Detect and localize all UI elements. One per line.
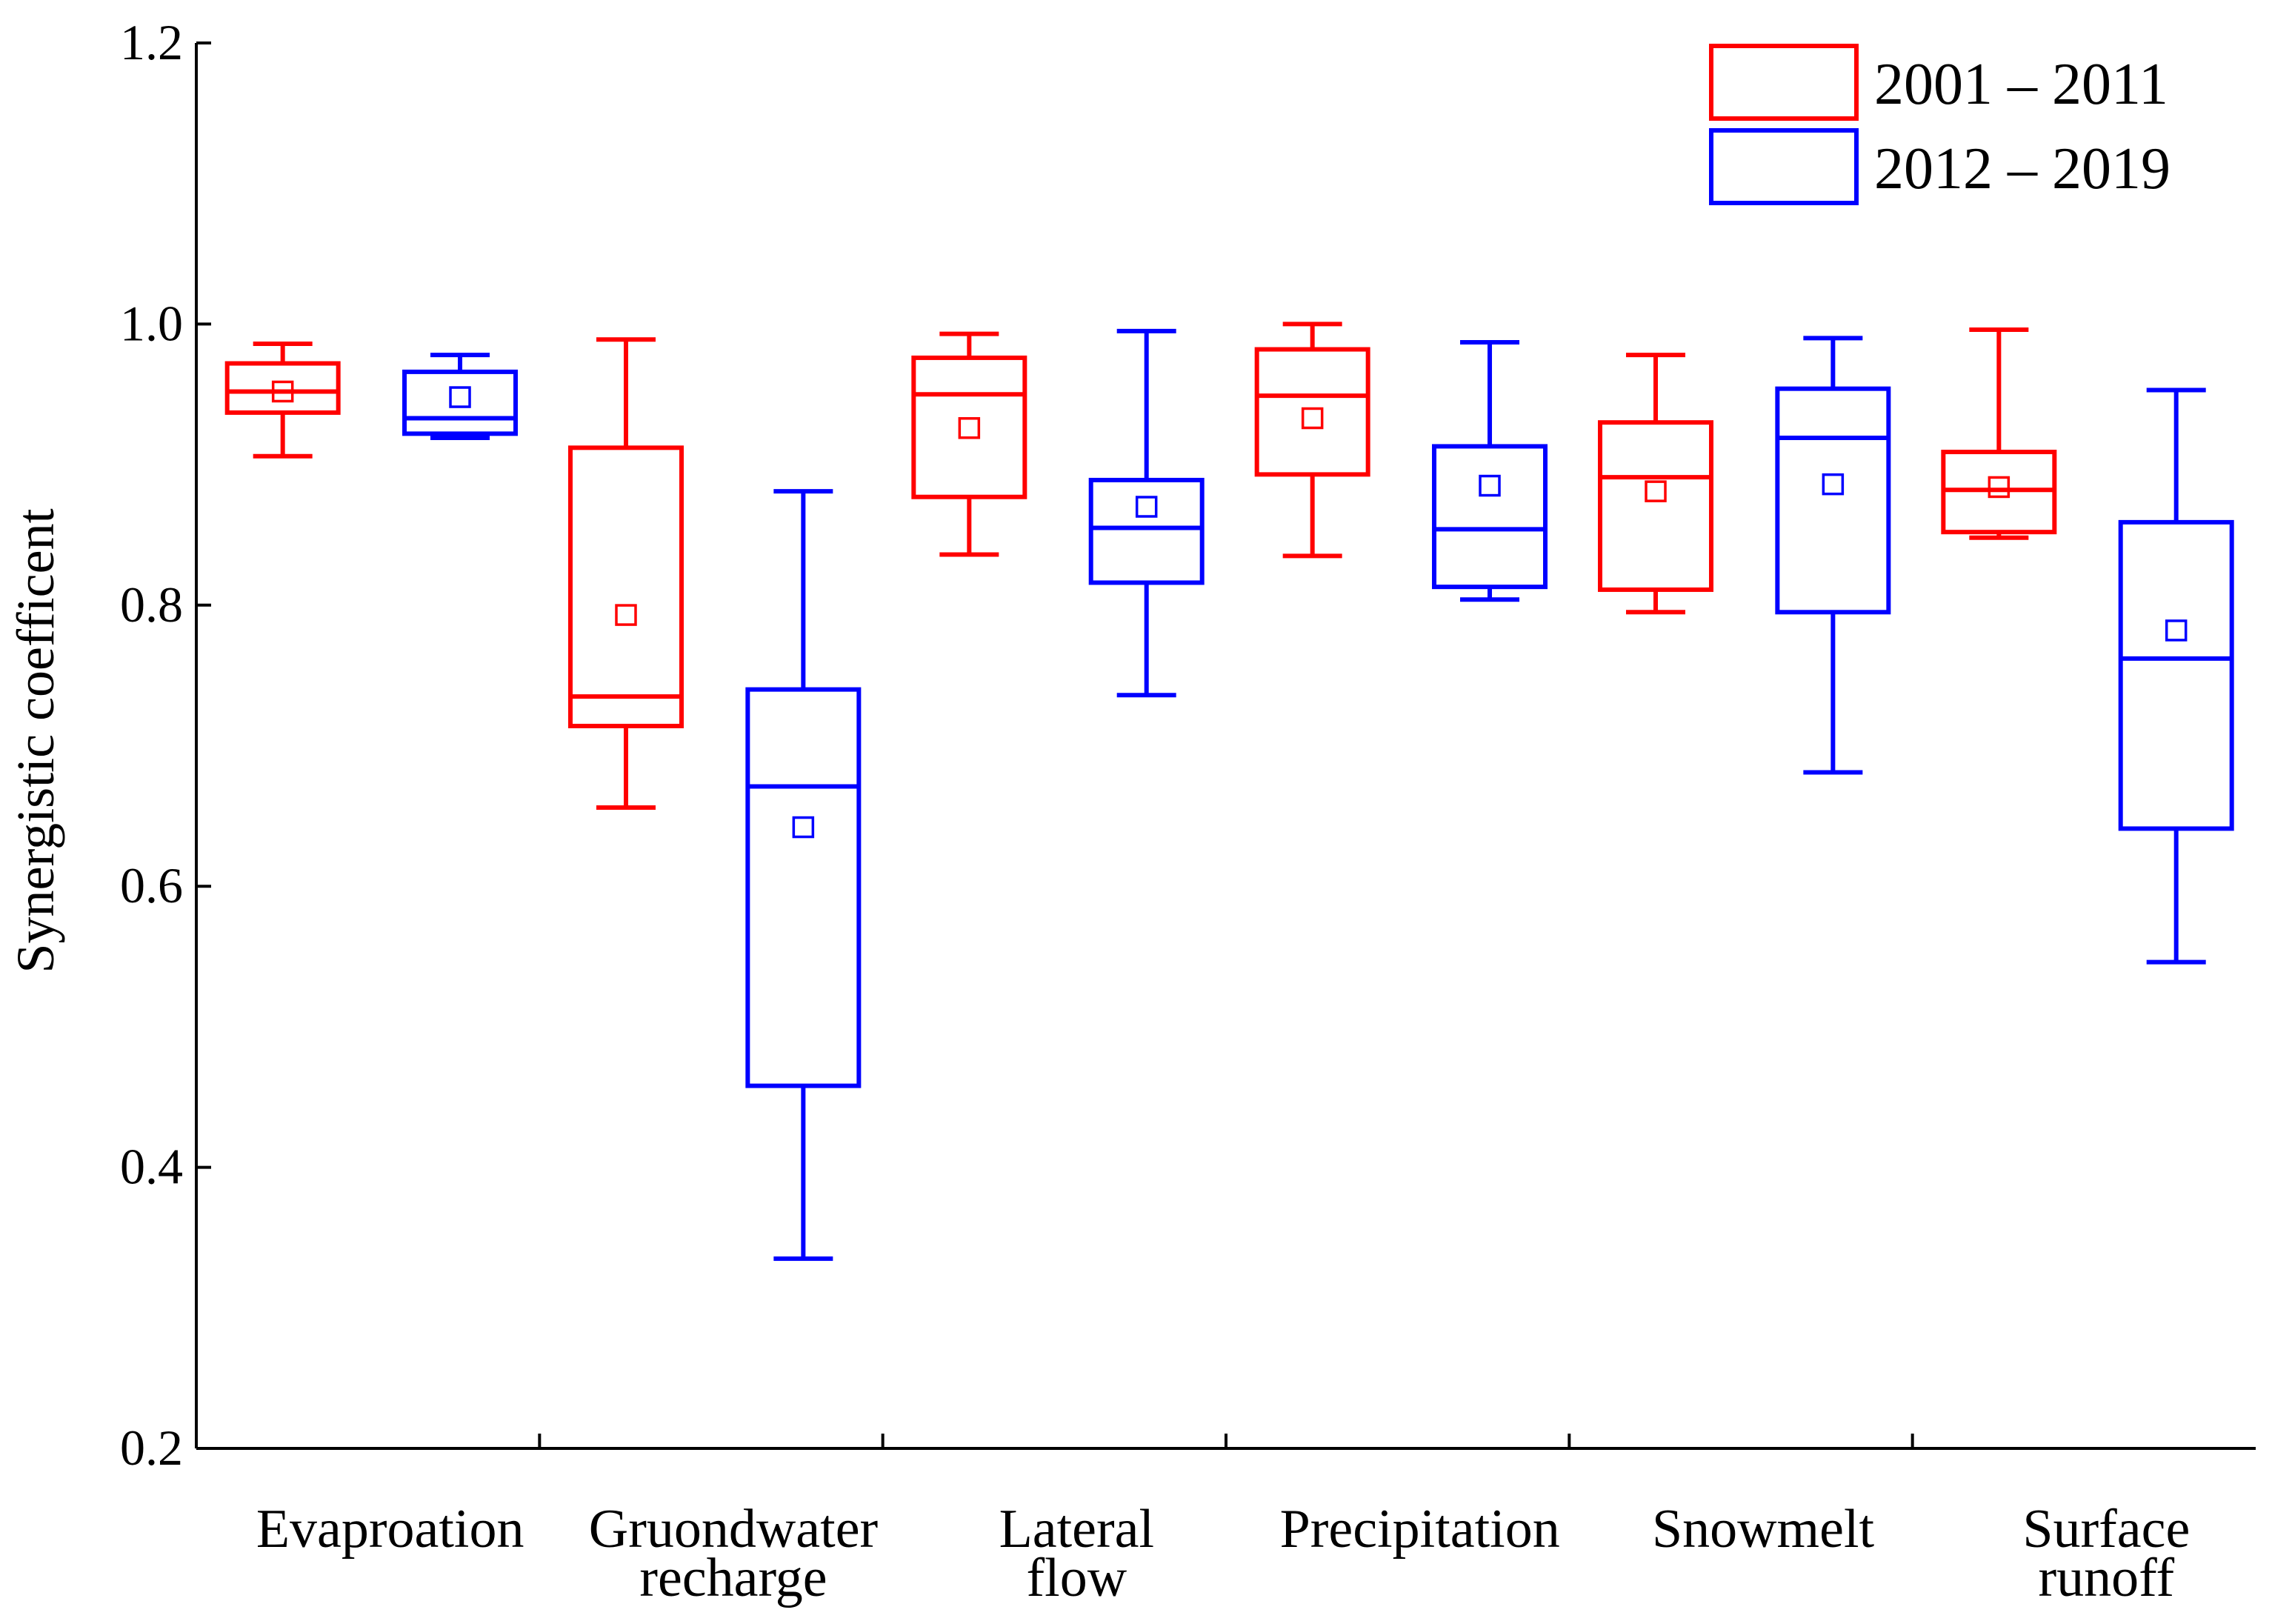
mean-marker <box>449 386 471 408</box>
y-tick-label: 1.2 <box>120 14 183 70</box>
x-category-label: flow <box>1027 1548 1127 1608</box>
mean-marker <box>2165 619 2188 642</box>
box-iqr <box>1775 386 1891 615</box>
box-group <box>1775 336 1891 775</box>
box-iqr <box>745 687 862 1088</box>
box-group <box>911 331 1027 557</box>
box-iqr <box>568 445 684 728</box>
box-iqr <box>1254 347 1370 477</box>
x-category-label: Precipitation <box>1280 1499 1560 1560</box>
mean-marker <box>1822 473 1845 496</box>
box-series <box>224 322 2234 1261</box>
box-iqr <box>1088 477 1205 585</box>
y-tick-label: 0.2 <box>120 1420 183 1476</box>
box-group <box>1088 328 1205 698</box>
mean-marker <box>615 604 637 626</box>
box-iqr <box>224 361 341 415</box>
box-group <box>1254 322 1370 559</box>
mean-marker <box>1988 476 2011 499</box>
box-group <box>1941 327 2057 540</box>
legend-swatch <box>1709 44 1859 121</box>
y-axis-label: Synergistic coefficent <box>6 508 65 973</box>
y-ticks: 0.2 0.4 0.6 0.8 1.0 1.2 <box>120 14 211 1476</box>
legend-label: 2012 – 2019 <box>1874 136 2171 202</box>
mean-marker <box>1301 407 1324 430</box>
y-tick-label: 0.6 <box>120 857 183 914</box>
mean-marker <box>271 380 294 403</box>
x-category-label: Lateral <box>999 1499 1155 1560</box>
legend-swatch <box>1709 128 1859 205</box>
y-tick-label: 1.0 <box>120 295 183 351</box>
box-iqr <box>911 355 1027 499</box>
legend: 2001 – 2011 2012 – 2019 <box>1709 44 2171 205</box>
box-iqr <box>2118 519 2234 831</box>
box-group <box>2118 387 2234 965</box>
mean-marker <box>958 417 981 439</box>
x-category-label: Gruondwater <box>589 1499 878 1560</box>
box-group <box>1598 353 1714 615</box>
mean-marker <box>1135 496 1158 518</box>
y-tick-label: 0.8 <box>120 576 183 633</box>
box-iqr <box>1432 444 1548 590</box>
x-category-label: recharge <box>639 1548 827 1608</box>
mean-marker <box>1479 474 1501 497</box>
x-category-label: runoff <box>2039 1548 2175 1608</box>
box-iqr <box>402 369 519 436</box>
box-group <box>745 489 862 1261</box>
x-category-label: Snowmelt <box>1652 1499 1875 1560</box>
box-group <box>568 337 684 810</box>
box-group <box>224 341 341 459</box>
x-category-label: Surface <box>2022 1499 2190 1560</box>
box-group <box>1432 340 1548 602</box>
legend-label: 2001 – 2011 <box>1874 52 2168 117</box>
axes <box>195 43 2256 1450</box>
y-tick-label: 0.4 <box>120 1139 183 1195</box>
mean-marker <box>1645 480 1667 502</box>
box-group <box>402 353 519 441</box>
mean-marker <box>792 816 815 839</box>
x-category-label: Evaproation <box>256 1499 524 1560</box>
box-iqr <box>1598 420 1714 592</box>
